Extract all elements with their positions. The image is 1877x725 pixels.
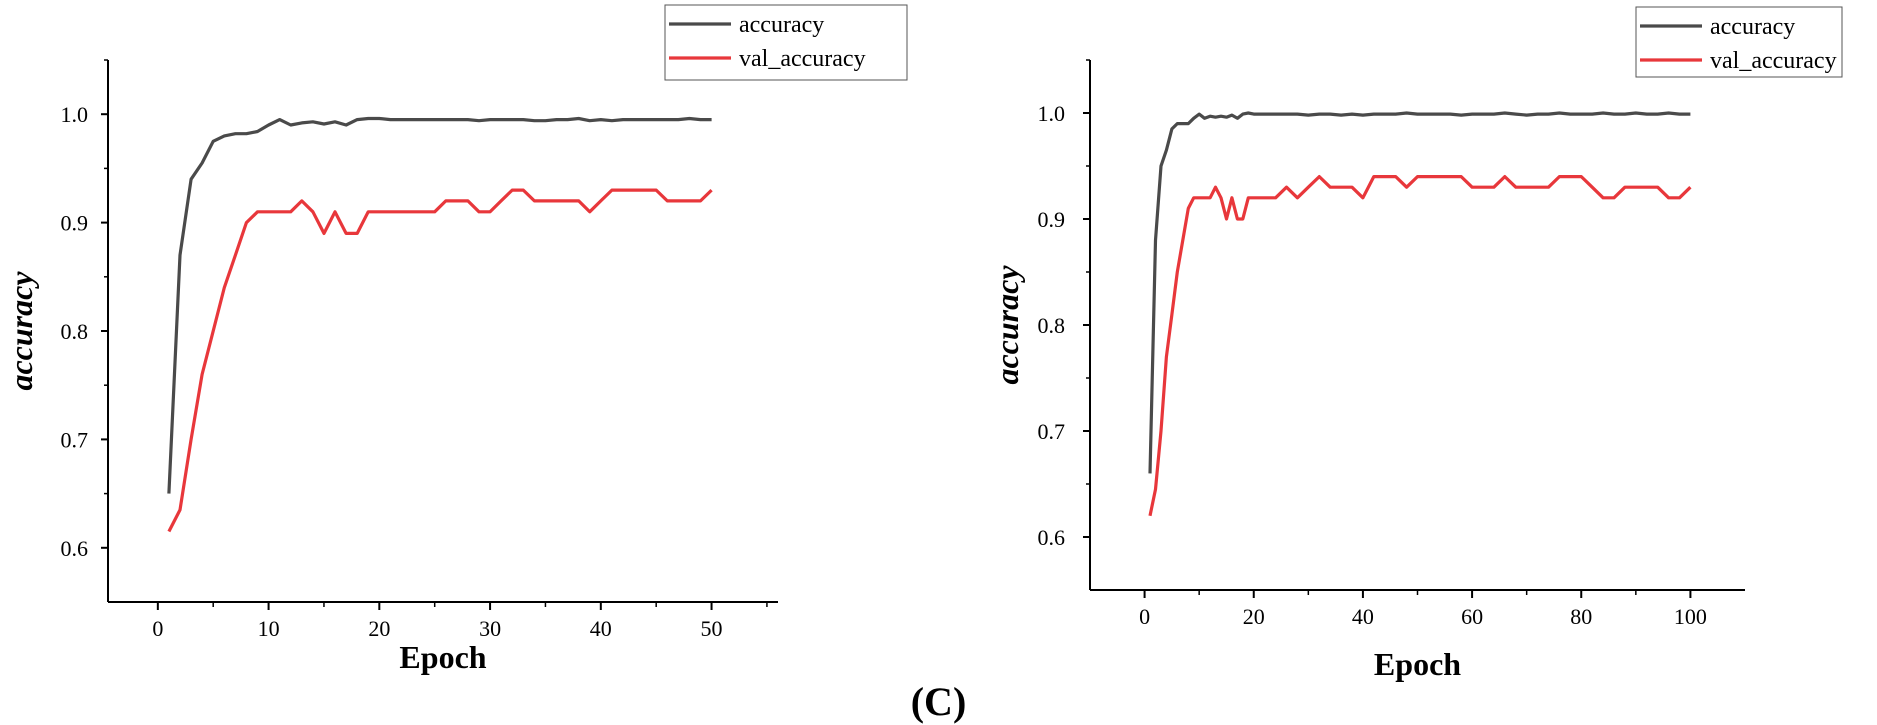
- legend-label: accuracy: [739, 12, 824, 38]
- legend-label: accuracy: [1710, 14, 1795, 40]
- y-axis-label: accuracy: [989, 265, 1025, 385]
- chart-1: 0.60.70.80.91.00 10 20 30 40 50Epochaccuracya…: [3, 4, 908, 675]
- x-axis-label: Epoch: [1374, 646, 1461, 682]
- x-tick-label: 60: [1461, 604, 1483, 629]
- figure-label: (C): [910, 679, 967, 724]
- x-tick-label: 80: [1570, 604, 1592, 629]
- legend-box: [1635, 6, 1843, 78]
- y-tick-label: 0.7: [1038, 419, 1066, 444]
- y-tick-label: 1.0: [1038, 101, 1066, 126]
- x-axis-label: Epoch: [399, 639, 486, 675]
- x-tick-label: 10: [258, 616, 280, 641]
- y-tick-label: 0.9: [1038, 207, 1066, 232]
- x-tick-label: 0: [1139, 604, 1150, 629]
- y-tick-label: 0.6: [1038, 525, 1066, 550]
- x-tick-label: 20: [1243, 604, 1265, 629]
- y-tick-label: 0.7: [61, 427, 89, 452]
- y-tick-label: 0.6: [61, 536, 89, 561]
- x-tick-label: 30: [479, 616, 501, 641]
- y-tick-label: 1.0: [61, 102, 89, 127]
- legend: accuracy val_accuracy: [664, 4, 908, 81]
- y-tick-label: 0.8: [61, 319, 89, 344]
- y-axis-label: accuracy: [3, 271, 39, 391]
- x-tick-label: 100: [1674, 604, 1707, 629]
- legend-label: val_accuracy: [739, 46, 866, 72]
- x-tick-label: 0: [152, 616, 163, 641]
- legend-label: val_accuracy: [1710, 48, 1837, 74]
- y-tick-label: 0.8: [1038, 313, 1066, 338]
- series-line-accuracy: [1148, 111, 1691, 474]
- series-line-val-accuracy: [1148, 175, 1692, 517]
- legend: accuracy val_accuracy: [1635, 6, 1843, 78]
- series-line-val-accuracy: [167, 188, 713, 533]
- legend-box: [664, 4, 908, 81]
- x-tick-label: 40: [1352, 604, 1374, 629]
- x-tick-label: 40: [590, 616, 612, 641]
- series-line-accuracy: [167, 116, 712, 494]
- y-tick-label: 0.9: [61, 211, 89, 236]
- chart-2: 0.6 0.7 0.8 0.9 1.0 0 20 40 60 80 100 Epoch accuracy…: [989, 6, 1843, 682]
- x-tick-label: 20: [368, 616, 390, 641]
- x-tick-label: 50: [701, 616, 723, 641]
